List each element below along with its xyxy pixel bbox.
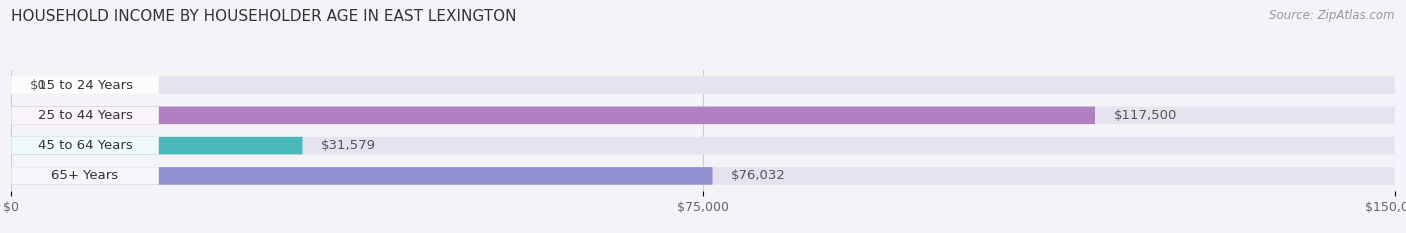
FancyBboxPatch shape bbox=[11, 137, 1395, 154]
FancyBboxPatch shape bbox=[11, 137, 302, 154]
Text: 15 to 24 Years: 15 to 24 Years bbox=[38, 79, 132, 92]
FancyBboxPatch shape bbox=[11, 106, 1395, 124]
FancyBboxPatch shape bbox=[11, 167, 713, 185]
Text: $0: $0 bbox=[30, 79, 46, 92]
FancyBboxPatch shape bbox=[11, 137, 159, 154]
Text: $117,500: $117,500 bbox=[1114, 109, 1177, 122]
Text: 45 to 64 Years: 45 to 64 Years bbox=[38, 139, 132, 152]
FancyBboxPatch shape bbox=[11, 167, 1395, 185]
FancyBboxPatch shape bbox=[11, 167, 159, 185]
FancyBboxPatch shape bbox=[11, 76, 1395, 94]
FancyBboxPatch shape bbox=[11, 106, 159, 124]
Text: 65+ Years: 65+ Years bbox=[52, 169, 118, 182]
Text: HOUSEHOLD INCOME BY HOUSEHOLDER AGE IN EAST LEXINGTON: HOUSEHOLD INCOME BY HOUSEHOLDER AGE IN E… bbox=[11, 9, 517, 24]
Text: Source: ZipAtlas.com: Source: ZipAtlas.com bbox=[1270, 9, 1395, 22]
Text: 25 to 44 Years: 25 to 44 Years bbox=[38, 109, 132, 122]
Text: $31,579: $31,579 bbox=[321, 139, 375, 152]
Text: $76,032: $76,032 bbox=[731, 169, 786, 182]
FancyBboxPatch shape bbox=[11, 76, 159, 94]
FancyBboxPatch shape bbox=[11, 106, 1095, 124]
